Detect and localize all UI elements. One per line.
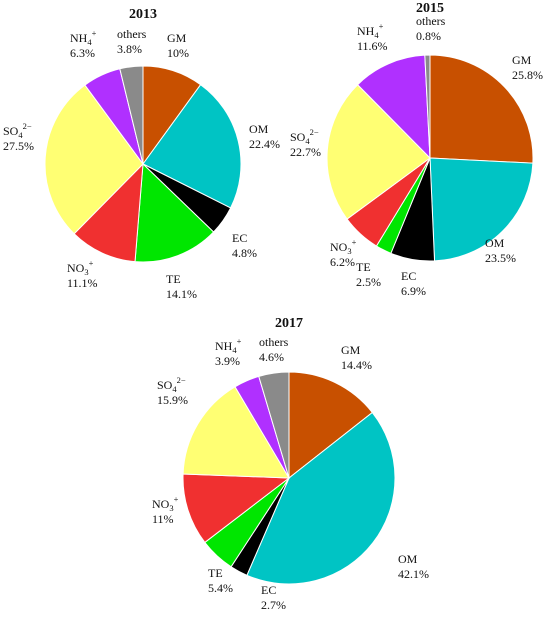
slice-value-label: 14.1%	[166, 287, 197, 301]
pie-slice-te	[134, 162, 215, 263]
slice-value-label: 2.7%	[261, 598, 286, 612]
slice-value-label: 4.8%	[232, 246, 257, 260]
slice-name-label: GM	[167, 31, 187, 45]
slice-name-label: NO3+	[330, 237, 357, 256]
slice-name-label: TE	[208, 566, 223, 580]
slice-name-label: GM	[512, 53, 532, 67]
pie-slice-gm	[429, 54, 534, 164]
slice-value-label: 3.8%	[117, 42, 142, 56]
slice-name-label: OM	[249, 122, 269, 136]
slice-value-label: 10%	[167, 46, 189, 60]
slice-name-label: EC	[261, 583, 276, 597]
slice-name-label: NH4+	[357, 21, 384, 40]
pie-slice-om	[429, 157, 534, 262]
slice-name-label: SO42−	[290, 127, 319, 146]
pie-slice-others	[258, 371, 290, 479]
slice-name-label: NO3+	[152, 494, 179, 513]
pie-slice-so4	[326, 84, 431, 220]
slice-name-label: OM	[398, 552, 418, 566]
pie-slice-others	[424, 54, 431, 159]
chart-title: 2013	[129, 7, 157, 22]
slice-name-label: EC	[401, 269, 416, 283]
slice-value-label: 23.5%	[485, 251, 516, 265]
pie-slice-om	[142, 84, 242, 209]
slice-value-label: 27.5%	[3, 139, 34, 153]
slice-value-label: 2.5%	[356, 275, 381, 289]
chart-title: 2015	[416, 1, 444, 16]
slice-value-label: 6.3%	[70, 46, 95, 60]
pie-slice-gm	[288, 371, 374, 480]
slice-value-label: 5.4%	[208, 581, 233, 595]
pie-slice-no3	[73, 162, 144, 263]
slice-name-label: NH4+	[215, 336, 242, 355]
pie-slice-nh4	[356, 54, 431, 160]
slice-name-label: EC	[232, 231, 247, 245]
pie-slice-so4	[182, 386, 290, 479]
slice-name-label: NH4+	[70, 28, 97, 47]
pie-slice-others	[119, 65, 144, 165]
slice-value-label: 0.8%	[416, 29, 441, 43]
slice-name-label: GM	[341, 343, 361, 357]
slice-value-label: 25.8%	[512, 68, 543, 82]
slice-value-label: 3.9%	[215, 354, 240, 368]
slice-value-label: 22.7%	[290, 145, 321, 159]
pie-slice-so4	[44, 84, 144, 235]
slice-name-label: others	[416, 14, 446, 28]
slice-name-label: SO42−	[157, 375, 186, 394]
slice-value-label: 42.1%	[398, 567, 429, 581]
slice-name-label: NO3+	[67, 258, 94, 277]
slice-value-label: 22.4%	[249, 137, 280, 151]
slice-name-label: SO42−	[3, 121, 32, 140]
pie-slice-om	[246, 411, 396, 585]
slice-value-label: 11.6%	[357, 39, 388, 53]
slice-value-label: 14.4%	[341, 358, 372, 372]
slice-value-label: 6.2%	[330, 255, 355, 269]
slice-name-label: TE	[166, 272, 181, 286]
slice-value-label: 15.9%	[157, 393, 188, 407]
slice-name-label: OM	[485, 236, 505, 250]
chart-title: 2017	[275, 316, 303, 331]
slice-value-label: 11.1%	[67, 276, 98, 290]
slice-name-label: others	[117, 27, 147, 41]
slice-name-label: TE	[356, 260, 371, 274]
pie-slice-no3	[182, 473, 291, 544]
slice-value-label: 4.6%	[259, 350, 284, 364]
slice-value-label: 11%	[152, 512, 174, 526]
slice-name-label: others	[259, 335, 289, 349]
slice-value-label: 6.9%	[401, 284, 426, 298]
